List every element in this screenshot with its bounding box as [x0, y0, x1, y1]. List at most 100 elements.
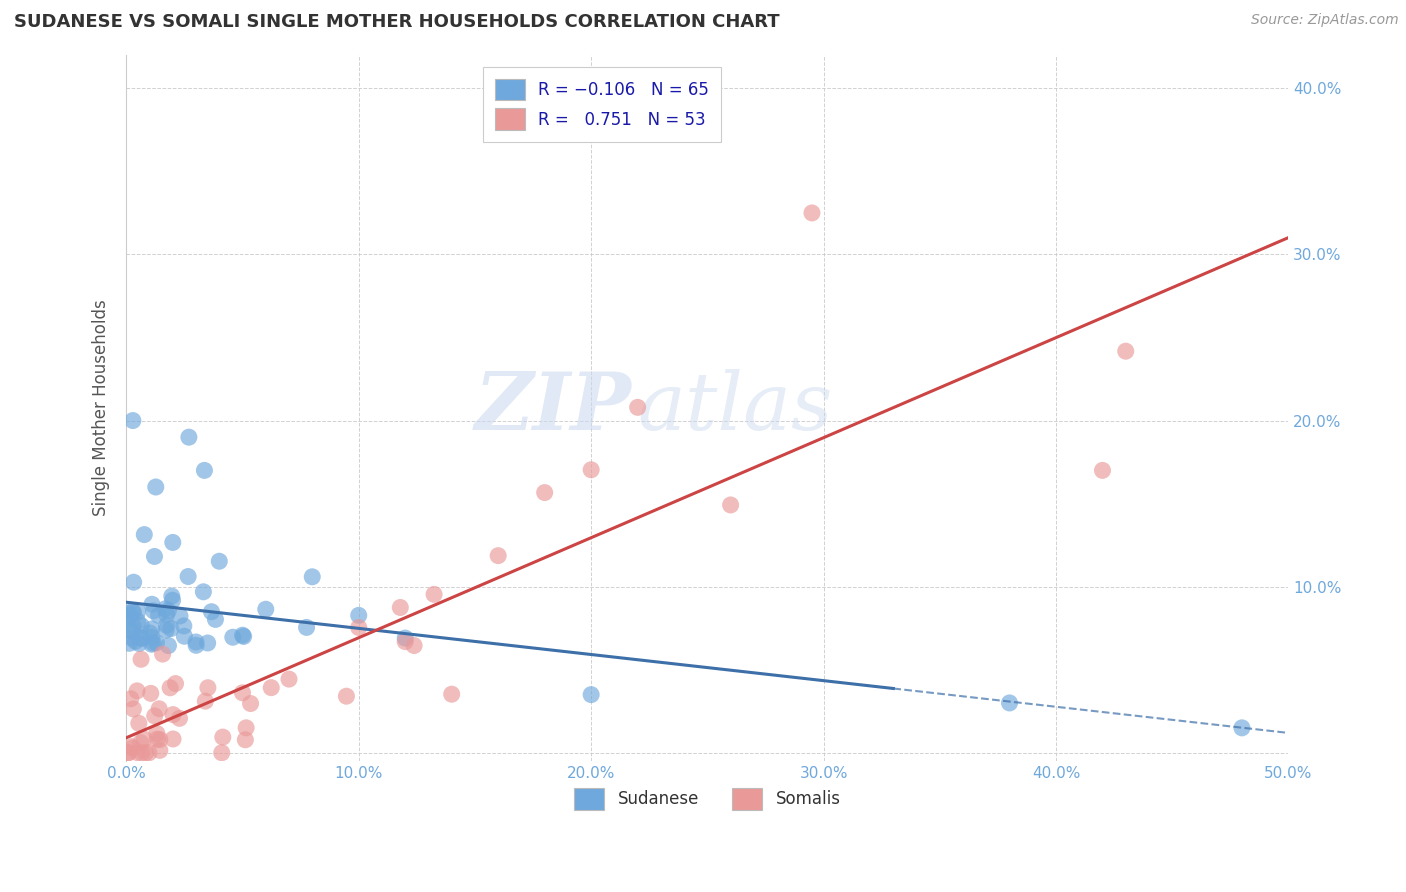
Point — [118, 636, 141, 650]
Point — [177, 430, 200, 444]
Point — [579, 463, 602, 477]
Point — [143, 709, 166, 723]
Point — [235, 732, 257, 747]
Point — [155, 602, 177, 616]
Point — [121, 624, 143, 638]
Point — [121, 631, 143, 645]
Point — [131, 632, 153, 646]
Point — [131, 746, 153, 760]
Point — [117, 746, 139, 760]
Point — [127, 746, 149, 760]
Point — [155, 623, 177, 637]
Point — [122, 619, 145, 633]
Point — [404, 639, 426, 653]
Point — [121, 413, 143, 427]
Point — [149, 732, 172, 747]
Point — [423, 587, 446, 601]
Point — [197, 636, 219, 650]
Point — [124, 634, 146, 648]
Point — [155, 607, 177, 622]
Point — [301, 570, 323, 584]
Point — [160, 589, 183, 603]
Point — [118, 608, 141, 623]
Point — [138, 626, 160, 640]
Point — [254, 602, 277, 616]
Y-axis label: Single Mother Households: Single Mother Households — [93, 300, 110, 516]
Point — [186, 638, 208, 652]
Point — [184, 635, 207, 649]
Point — [121, 739, 143, 754]
Point — [129, 631, 152, 645]
Point — [134, 732, 156, 747]
Point — [800, 206, 823, 220]
Point — [139, 686, 162, 700]
Point — [122, 575, 145, 590]
Point — [160, 622, 183, 636]
Point — [142, 604, 165, 618]
Point — [169, 711, 191, 725]
Point — [141, 637, 163, 651]
Point — [127, 614, 149, 628]
Point — [200, 605, 222, 619]
Text: SUDANESE VS SOMALI SINGLE MOTHER HOUSEHOLDS CORRELATION CHART: SUDANESE VS SOMALI SINGLE MOTHER HOUSEHO… — [14, 13, 780, 31]
Point — [120, 624, 142, 638]
Point — [122, 702, 145, 716]
Point — [222, 630, 245, 644]
Point — [162, 731, 184, 746]
Point — [211, 746, 233, 760]
Point — [162, 535, 184, 549]
Point — [579, 688, 602, 702]
Point — [127, 605, 149, 619]
Point — [146, 732, 169, 747]
Point — [204, 612, 226, 626]
Point — [231, 628, 253, 642]
Point — [335, 689, 357, 703]
Point — [148, 608, 170, 623]
Point — [157, 603, 180, 617]
Point — [1115, 344, 1137, 359]
Point — [440, 687, 463, 701]
Point — [998, 696, 1021, 710]
Point — [177, 569, 200, 583]
Point — [389, 600, 412, 615]
Point — [128, 716, 150, 731]
Point — [121, 604, 143, 618]
Text: ZIP: ZIP — [475, 369, 631, 447]
Point — [211, 730, 233, 744]
Point — [125, 684, 148, 698]
Point — [232, 629, 254, 643]
Point — [134, 527, 156, 541]
Point — [394, 631, 416, 645]
Point — [295, 620, 318, 634]
Point — [129, 736, 152, 750]
Point — [162, 593, 184, 607]
Point — [347, 608, 370, 623]
Point — [1230, 721, 1253, 735]
Point — [486, 549, 509, 563]
Point — [128, 636, 150, 650]
Point — [142, 636, 165, 650]
Point — [278, 672, 301, 686]
Point — [148, 702, 170, 716]
Point — [193, 584, 215, 599]
Point — [152, 647, 174, 661]
Point — [627, 401, 650, 415]
Point — [121, 741, 143, 756]
Point — [1091, 463, 1114, 477]
Point — [165, 676, 187, 690]
Point — [235, 721, 257, 735]
Point — [117, 612, 139, 626]
Point — [169, 609, 191, 624]
Text: atlas: atlas — [638, 369, 832, 447]
Point — [131, 619, 153, 633]
Point — [173, 629, 195, 643]
Point — [149, 743, 172, 757]
Point — [394, 634, 416, 648]
Point — [141, 631, 163, 645]
Point — [145, 636, 167, 650]
Point — [260, 681, 283, 695]
Point — [208, 554, 231, 568]
Point — [138, 746, 160, 760]
Point — [194, 694, 217, 708]
Point — [159, 681, 181, 695]
